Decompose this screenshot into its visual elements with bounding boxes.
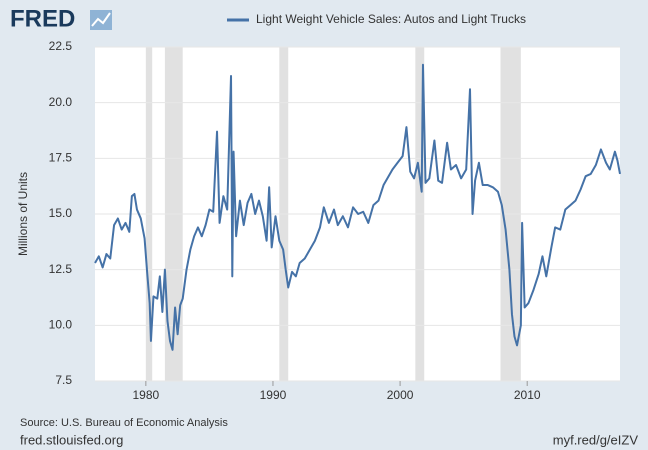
x-tick-label: 1980 <box>132 388 159 402</box>
footer-right: myf.red/g/eIZV <box>553 432 639 447</box>
logo: FRED <box>10 5 75 32</box>
y-tick-label: 17.5 <box>49 151 73 165</box>
y-tick-label: 12.5 <box>49 262 73 276</box>
x-tick-label: 1990 <box>260 388 287 402</box>
footer-left: fred.stlouisfed.org <box>20 432 123 447</box>
y-tick-label: 7.5 <box>55 373 72 387</box>
y-tick-label: 20.0 <box>49 95 73 109</box>
source: Source: U.S. Bureau of Economic Analysis <box>20 417 228 429</box>
y-axis-label: Millions of Units <box>16 172 30 256</box>
y-tick-label: 15.0 <box>49 206 73 220</box>
x-tick-label: 2000 <box>387 388 414 402</box>
logo-icon <box>90 10 112 30</box>
series-line <box>94 63 621 351</box>
legend-label: Light Weight Vehicle Sales: Autos and Li… <box>256 12 526 26</box>
x-tick-label: 2010 <box>514 388 541 402</box>
y-tick-label: 22.5 <box>49 39 73 53</box>
y-tick-label: 10.0 <box>49 318 73 332</box>
